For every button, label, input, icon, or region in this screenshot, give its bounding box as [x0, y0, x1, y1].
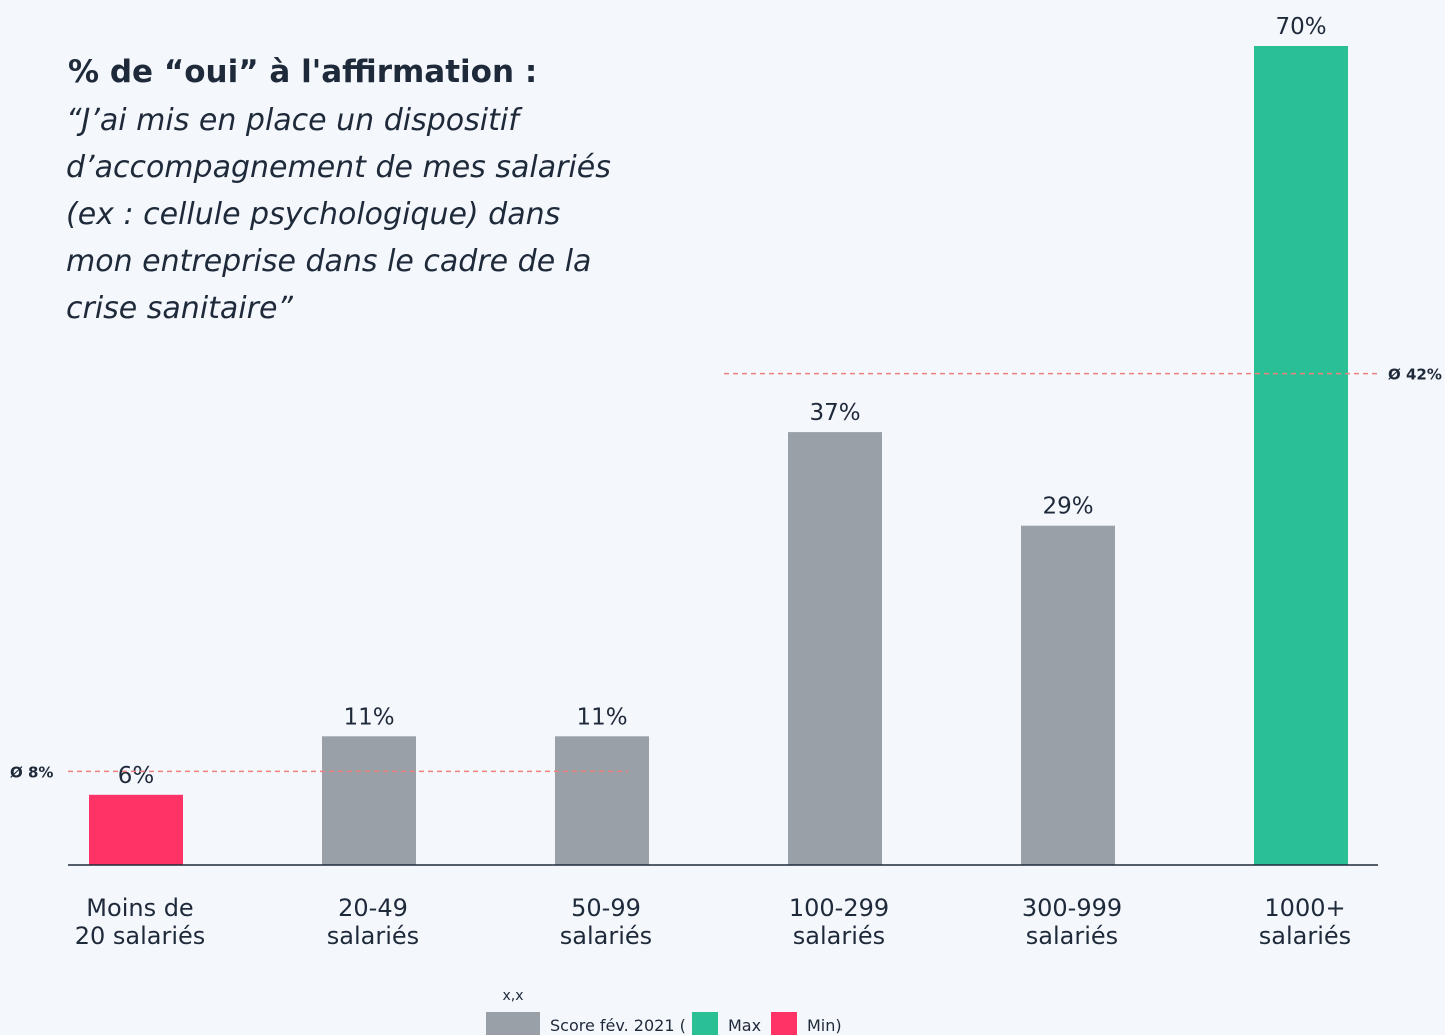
- bar: [788, 432, 882, 865]
- data-label: 11%: [576, 704, 627, 730]
- legend-swatch: [486, 1012, 540, 1035]
- x-tick-label: 20 salariés: [75, 922, 206, 950]
- legend-swatch: [771, 1012, 797, 1035]
- x-tick-label: 1000+: [1264, 894, 1345, 922]
- x-tick-label: salariés: [1026, 922, 1118, 950]
- x-tick-label: salariés: [1259, 922, 1351, 950]
- bar: [89, 794, 183, 865]
- reference-label: Ø 42%: [1388, 366, 1442, 384]
- x-tick-label: 20-49: [338, 894, 408, 922]
- subtitle-line: mon entreprise dans le cadre de la: [66, 244, 591, 279]
- x-tick-label: salariés: [560, 922, 652, 950]
- x-tick-label: 300-999: [1022, 894, 1122, 922]
- bar: [1021, 525, 1115, 865]
- legend-label: Min): [807, 1016, 842, 1035]
- data-label: 37%: [809, 400, 860, 426]
- x-tick-label: 50-99: [571, 894, 641, 922]
- chart-title: % de “oui” à l'affirmation :: [68, 54, 537, 90]
- x-tick-label: salariés: [327, 922, 419, 950]
- data-label: 29%: [1042, 494, 1093, 520]
- legend-label: Score fév. 2021 (: [550, 1016, 686, 1035]
- legend-swatch: [692, 1012, 718, 1035]
- bar: [322, 736, 416, 865]
- legend-label: Max: [728, 1016, 761, 1035]
- legend-note: x,x: [502, 988, 523, 1004]
- bar: [555, 736, 649, 865]
- subtitle-line: “J’ai mis en place un dispositif: [66, 103, 523, 138]
- data-label: 11%: [343, 704, 394, 730]
- bar: [1254, 46, 1348, 865]
- x-tick-label: 100-299: [789, 894, 889, 922]
- reference-label: Ø 8%: [10, 763, 53, 781]
- x-tick-label: salariés: [793, 922, 885, 950]
- subtitle-line: (ex : cellule psychologique) dans: [66, 197, 560, 232]
- subtitle-line: crise sanitaire”: [66, 291, 293, 326]
- data-label: 70%: [1275, 14, 1326, 40]
- data-label: 6%: [118, 763, 155, 789]
- subtitle-line: d’accompagnement de mes salariés: [66, 150, 611, 185]
- x-tick-label: Moins de: [86, 894, 193, 922]
